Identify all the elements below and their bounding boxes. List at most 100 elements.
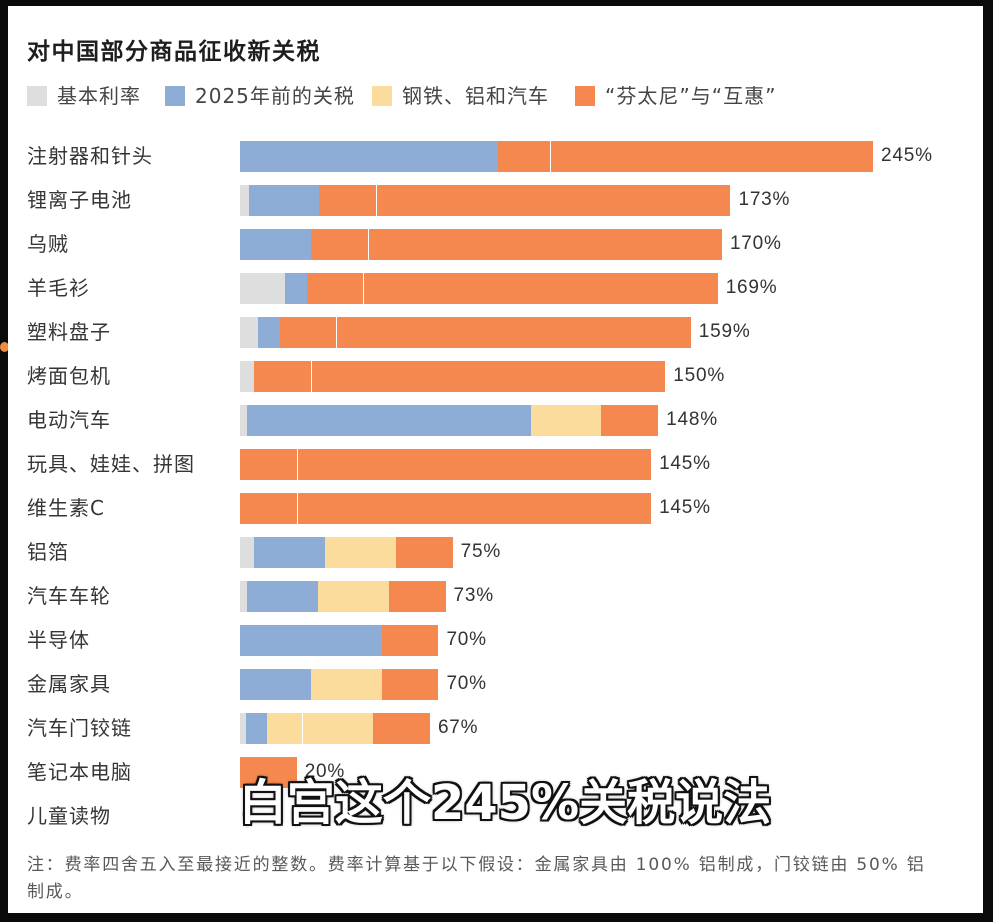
data-label: 159% — [698, 321, 751, 342]
bar-row: 半导体 70% — [8, 618, 983, 662]
bar-segment-fentanyl-reciprocal — [498, 140, 551, 172]
bar-row: 儿童读物 0 — [8, 794, 983, 838]
data-label: 150% — [673, 365, 726, 386]
legend-label: 2025年前的关税 — [195, 84, 355, 108]
bar-row: 塑料盘子 159% — [8, 310, 983, 354]
legend-label: 钢铁、铝和汽车 — [402, 84, 549, 108]
bar-segment-fentanyl-reciprocal — [363, 272, 718, 304]
category-label: 维生素C — [27, 496, 105, 520]
orange-dot-marker — [0, 342, 9, 352]
bar-segment-fentanyl-reciprocal — [296, 492, 652, 524]
legend-label: “芬太尼”与“互惠” — [605, 84, 777, 108]
bar-row: 电动汽车 148% — [8, 398, 983, 442]
data-label: 73% — [453, 585, 494, 606]
category-label: 电动汽车 — [27, 408, 111, 432]
legend-swatch — [165, 86, 185, 106]
video-subtitle: 白宫这个245%关税说法 — [238, 775, 772, 831]
category-label: 汽车门铰链 — [27, 716, 132, 740]
bar-row: 金属家具 70% — [8, 662, 983, 706]
bar-segment-pre-2025-tariff — [248, 184, 320, 216]
bar-segment-steel-aluminum-auto — [317, 580, 389, 612]
bar-segment-pre-2025-tariff — [254, 536, 326, 568]
bar-row: 维生素C 145% — [8, 486, 983, 530]
legend-label: 基本利率 — [57, 84, 141, 108]
bar-row: 锂离子电池 173% — [8, 178, 983, 222]
data-label: 20% — [304, 761, 346, 782]
bar-row: 烤面包机 150% — [8, 354, 983, 398]
category-label: 羊毛衫 — [27, 276, 90, 300]
bar-row: 笔记本电脑 20% — [8, 750, 983, 794]
bar-segment-pre-2025-tariff — [247, 404, 531, 436]
bar-segment-pre-2025-tariff — [285, 272, 307, 304]
category-label: 烤面包机 — [27, 364, 111, 388]
bar-segment-base-rate — [240, 712, 246, 744]
bar-row: 乌贼 170% — [8, 222, 983, 266]
bar-segment-fentanyl-reciprocal — [306, 272, 364, 304]
bar-segment-base-rate — [240, 184, 249, 216]
bar-segment-base-rate — [240, 360, 255, 392]
category-label: 玩具、娃娃、拼图 — [27, 452, 195, 476]
bar-segment-fentanyl-reciprocal — [296, 448, 652, 480]
data-label: 169% — [725, 277, 778, 298]
bar-row: 汽车门铰链 67% — [8, 706, 983, 750]
category-label: 塑料盘子 — [27, 320, 111, 344]
bar-row: 汽车车轮 73% — [8, 574, 983, 618]
category-label: 注射器和针头 — [27, 144, 153, 168]
bar-segment-fentanyl-reciprocal — [550, 140, 873, 172]
bar-segment-steel-aluminum-auto — [530, 404, 602, 436]
bar-segment-fentanyl-reciprocal — [388, 580, 446, 612]
bar-segment-steel-aluminum-auto — [325, 536, 396, 568]
data-label: 145% — [659, 497, 711, 518]
bar-segment-fentanyl-reciprocal — [373, 712, 430, 744]
data-label: 170% — [729, 233, 782, 254]
bar-segment-base-rate — [240, 580, 248, 612]
legend-swatch — [372, 86, 392, 106]
chart-panel: 对中国部分商品征收新关税 基本利率 2025年前的关税 钢铁、铝和汽车 “芬太尼… — [8, 6, 983, 913]
category-label: 儿童读物 — [27, 804, 111, 828]
legend-swatch — [575, 86, 595, 106]
bar-row: 注射器和针头 245% — [8, 134, 983, 178]
category-label: 汽车车轮 — [27, 584, 111, 608]
bar-segment-fentanyl-reciprocal — [279, 316, 337, 348]
data-label: 0 — [242, 805, 254, 826]
bar-segment-fentanyl-reciprocal — [381, 624, 439, 656]
category-label: 金属家具 — [27, 672, 111, 696]
data-label: 173% — [738, 189, 791, 210]
data-label: 67% — [437, 717, 479, 738]
bar-segment-steel-aluminum-auto — [266, 712, 303, 744]
bar-segment-fentanyl-reciprocal — [310, 228, 368, 260]
chart-title: 对中国部分商品征收新关税 — [27, 39, 321, 65]
data-label: 70% — [446, 673, 487, 694]
bar-segment-fentanyl-reciprocal — [310, 360, 666, 392]
bar-segment-pre-2025-tariff — [258, 316, 280, 348]
bar-segment-fentanyl-reciprocal — [381, 668, 439, 700]
bar-segment-pre-2025-tariff — [245, 712, 267, 744]
bar-segment-fentanyl-reciprocal — [395, 536, 453, 568]
data-label: 75% — [460, 541, 502, 562]
bar-segment-fentanyl-reciprocal — [240, 756, 297, 788]
bar-segment-fentanyl-reciprocal — [240, 492, 297, 524]
bar-segment-base-rate — [240, 316, 259, 348]
bar-segment-fentanyl-reciprocal — [254, 360, 311, 392]
bar-segment-base-rate — [240, 536, 255, 568]
bar-row: 铝箔 75% — [8, 530, 983, 574]
bar-row: 羊毛衫 169% — [8, 266, 983, 310]
category-label: 乌贼 — [27, 232, 69, 256]
data-label: 148% — [666, 409, 718, 430]
bar-row: 玩具、娃娃、拼图 145% — [8, 442, 983, 486]
bar-segment-pre-2025-tariff — [247, 580, 318, 612]
category-label: 半导体 — [27, 628, 90, 652]
bar-segment-steel-aluminum-auto — [310, 668, 382, 700]
bar-segment-fentanyl-reciprocal — [319, 184, 377, 216]
category-label: 笔记本电脑 — [27, 760, 132, 784]
bar-segment-pre-2025-tariff — [240, 228, 311, 260]
data-label: 70% — [446, 629, 487, 650]
legend-swatch — [27, 86, 47, 106]
category-label: 锂离子电池 — [27, 188, 132, 212]
bar-segment-fentanyl-reciprocal — [376, 184, 731, 216]
bar-segment-pre-2025-tariff — [240, 140, 499, 172]
data-label: 145% — [659, 453, 711, 474]
bar-segment-fentanyl-reciprocal — [367, 228, 722, 260]
data-label: 245% — [881, 145, 933, 166]
bar-segment-fentanyl-reciprocal — [336, 316, 691, 348]
